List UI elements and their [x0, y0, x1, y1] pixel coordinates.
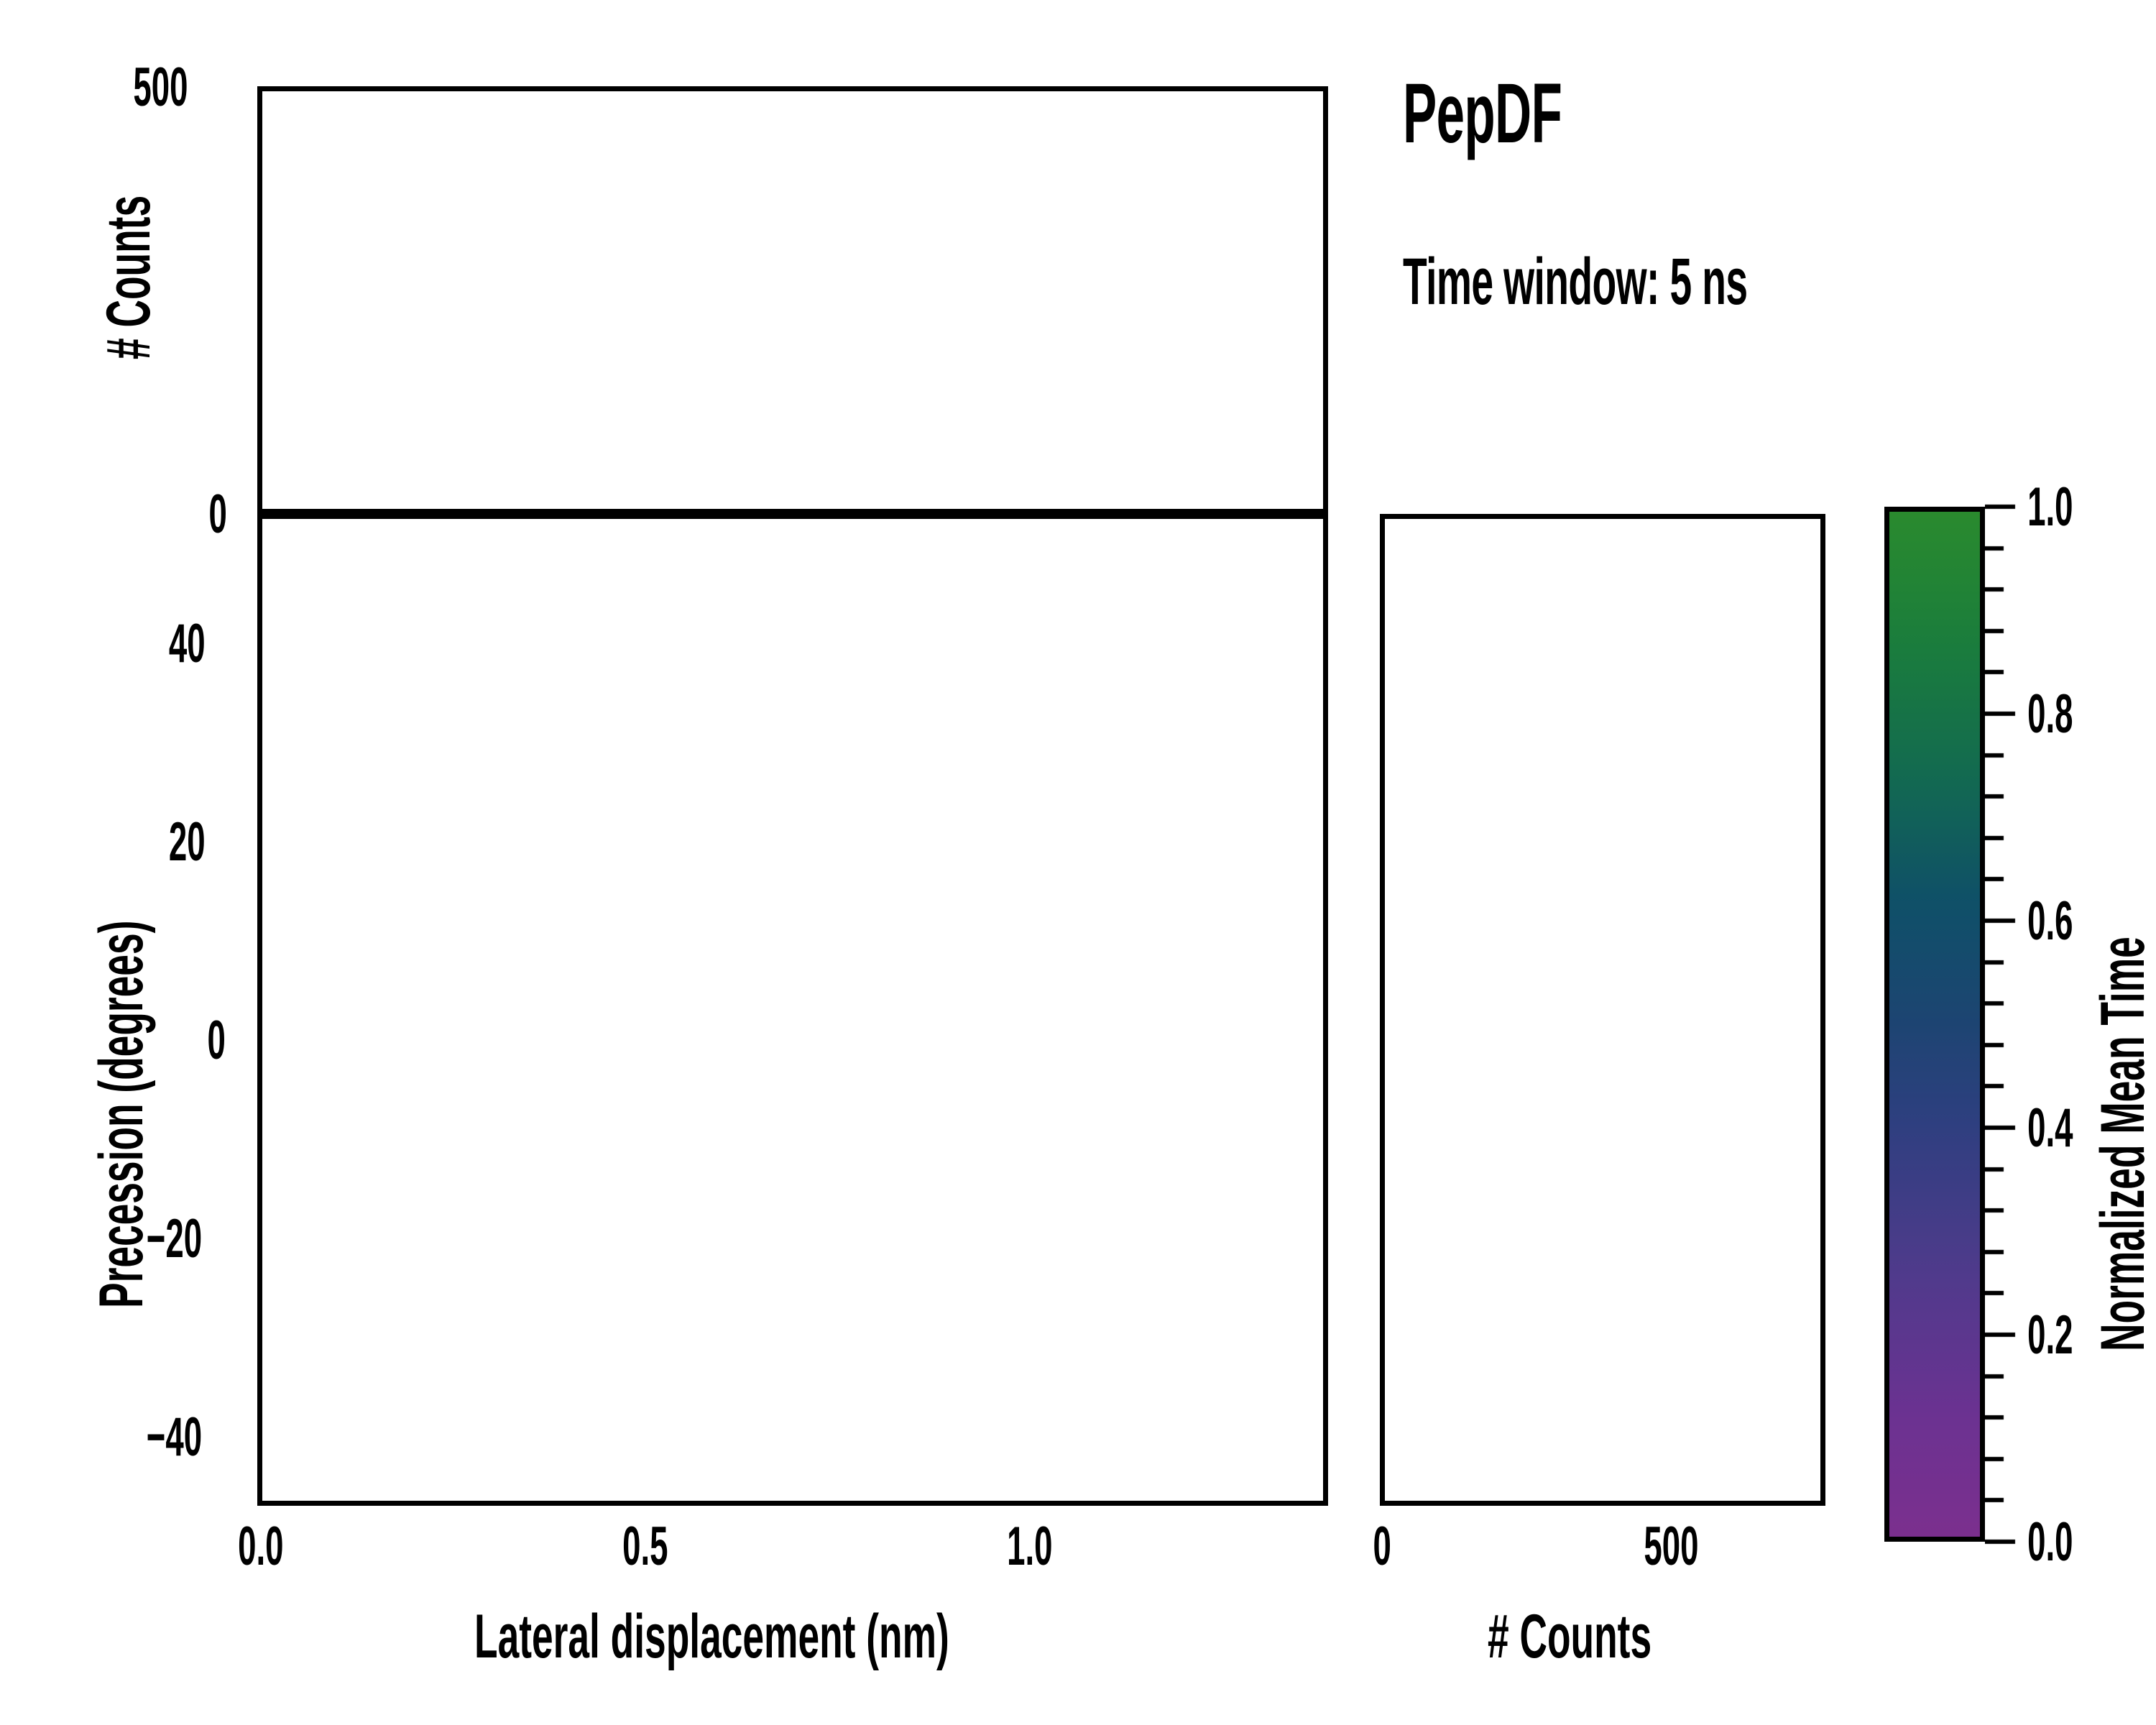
main-xlabel: Lateral displacement (nm) [474, 1602, 949, 1671]
right-hist-xtick-500: 500 [1644, 1516, 1699, 1577]
main-plot-frame [257, 514, 1328, 1506]
colorbar-tick-08: 0.8 [2027, 684, 2073, 745]
top-hist-ytick-500: 500 [133, 57, 188, 118]
main-xtick-0: 0.0 [238, 1516, 284, 1577]
main-ylabel: Precession (degrees) [87, 920, 156, 1308]
top-hist-ylabel: # Counts [94, 195, 163, 359]
colorbar-ticks [1985, 485, 2028, 1563]
main-ytick-0: 0 [207, 1010, 226, 1071]
right-hist-xtick-0: 0 [1373, 1516, 1391, 1577]
main-xtick-05: 0.5 [622, 1516, 668, 1577]
right-hist-frame [1380, 514, 1825, 1506]
colorbar-label: Normalized Mean Time [2088, 937, 2156, 1351]
main-ytick-40: 40 [168, 613, 206, 674]
colorbar-tick-06: 0.6 [2027, 891, 2073, 952]
colorbar-tick-04: 0.4 [2027, 1098, 2073, 1159]
colorbar-tick-00: 0.0 [2027, 1512, 2073, 1573]
main-ytick-20: 20 [168, 811, 206, 873]
main-ytick-m40: −40 [146, 1407, 203, 1468]
page-subtitle: Time window: 5 ns [1403, 245, 1748, 318]
main-ytick-m20: −20 [146, 1208, 203, 1269]
colorbar-tick-02: 0.2 [2027, 1305, 2073, 1366]
colorbar [1884, 507, 1985, 1542]
top-hist-ytick-0: 0 [208, 484, 227, 545]
colorbar-tick-10: 1.0 [2027, 477, 2073, 538]
right-hist-xlabel: # Counts [1488, 1602, 1652, 1671]
page-title: PepDF [1403, 66, 1562, 161]
top-hist-frame [257, 86, 1328, 514]
main-xtick-10: 1.0 [1007, 1516, 1053, 1577]
